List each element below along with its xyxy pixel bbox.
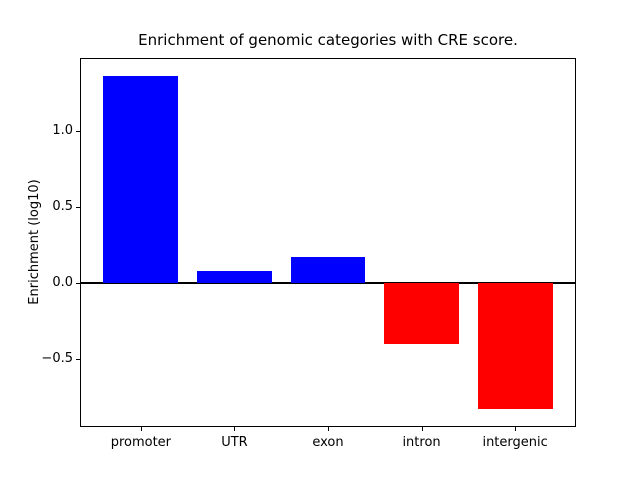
zero-line xyxy=(81,281,575,284)
bar-promoter xyxy=(103,75,179,283)
y-tick-mark-1.0 xyxy=(76,131,80,132)
x-tick-mark-intergenic xyxy=(515,427,517,431)
bar-exon xyxy=(290,256,366,283)
bar-intron xyxy=(384,282,459,344)
x-tick-label-intergenic: intergenic xyxy=(482,435,548,450)
y-tick-label-1.0: 1.0 xyxy=(52,123,73,138)
y-tick-mark-0.5 xyxy=(76,207,80,208)
y-tick-mark-0.0 xyxy=(76,283,80,284)
plot-area xyxy=(80,58,576,427)
y-tick-label-0.5: 0.5 xyxy=(52,199,73,214)
x-tick-label-UTR: UTR xyxy=(221,435,248,450)
y-tick-label-0.0: 0.0 xyxy=(52,275,73,290)
y-tick-label-−0.5: −0.5 xyxy=(41,351,73,366)
x-tick-label-exon: exon xyxy=(312,435,344,450)
x-tick-mark-promoter xyxy=(140,427,142,431)
y-tick-mark-−0.5 xyxy=(76,359,80,360)
x-tick-label-intron: intron xyxy=(402,435,441,450)
bar-intergenic xyxy=(477,282,553,410)
chart-title: Enrichment of genomic categories with CR… xyxy=(138,31,518,49)
bar-UTR xyxy=(197,270,272,283)
x-tick-mark-exon xyxy=(328,427,329,431)
y-axis-label: Enrichment (log10) xyxy=(27,179,42,305)
x-tick-mark-UTR xyxy=(234,427,236,431)
x-tick-label-promoter: promoter xyxy=(110,435,172,450)
x-tick-mark-intron xyxy=(421,427,423,431)
